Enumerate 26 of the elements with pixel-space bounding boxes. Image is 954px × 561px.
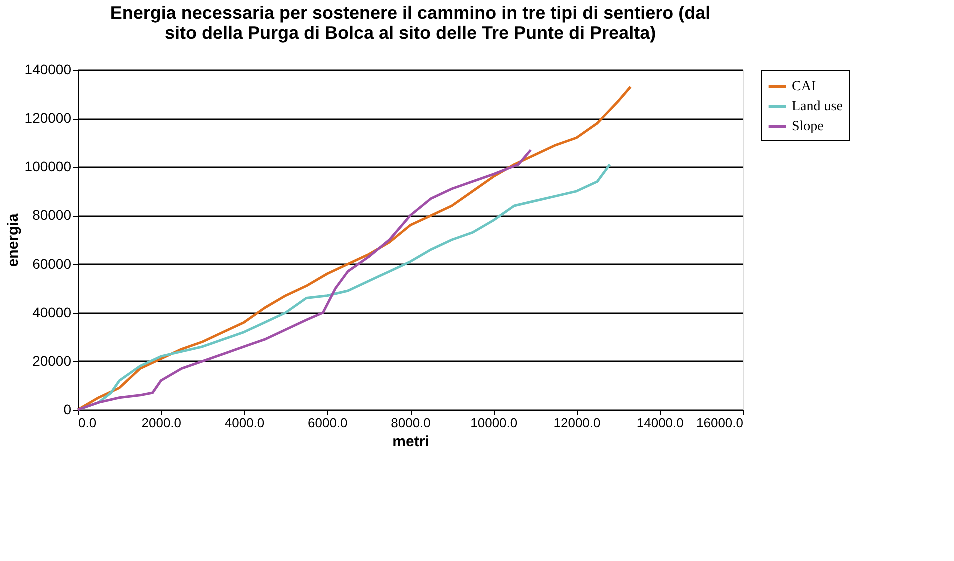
y-tick-label: 20000	[32, 352, 72, 369]
y-tick-label: 0	[64, 402, 72, 418]
x-tick-label: 8000.0	[391, 416, 431, 430]
x-tick-label: 6000.0	[308, 416, 348, 430]
y-tick-label: 100000	[24, 158, 72, 175]
x-tick-label: 0.0	[78, 416, 97, 430]
x-tick-label: 12000.0	[554, 416, 601, 430]
x-axis-title: metri	[392, 434, 430, 450]
x-tick-label: 2000.0	[142, 416, 182, 430]
x-tick-label: 16000.0	[696, 416, 744, 430]
legend-label: Slope	[792, 120, 824, 134]
line-series	[76, 148, 532, 412]
y-tick-label: 120000	[24, 110, 72, 126]
y-tick-label: 80000	[32, 207, 72, 224]
line-series	[76, 86, 632, 412]
x-tick-label: 10000.0	[470, 416, 518, 430]
y-tick-label: 60000	[32, 256, 72, 272]
legend-label: Land use	[792, 100, 843, 114]
text: Energia necessaria per sostenere il cammino in tre tipi di sentiero (dal	[110, 3, 711, 23]
text: sito della Purga di Bolca al sito delle Tre Punte di Prealta)	[164, 23, 656, 43]
y-axis-title: energia	[4, 213, 22, 268]
y-tick-label: 40000	[32, 304, 72, 320]
legend-label: CAI	[792, 80, 816, 94]
x-tick-label: 14000.0	[636, 416, 684, 430]
y-tick-label: 140000	[24, 62, 72, 78]
x-tick-label: 4000.0	[224, 416, 265, 430]
